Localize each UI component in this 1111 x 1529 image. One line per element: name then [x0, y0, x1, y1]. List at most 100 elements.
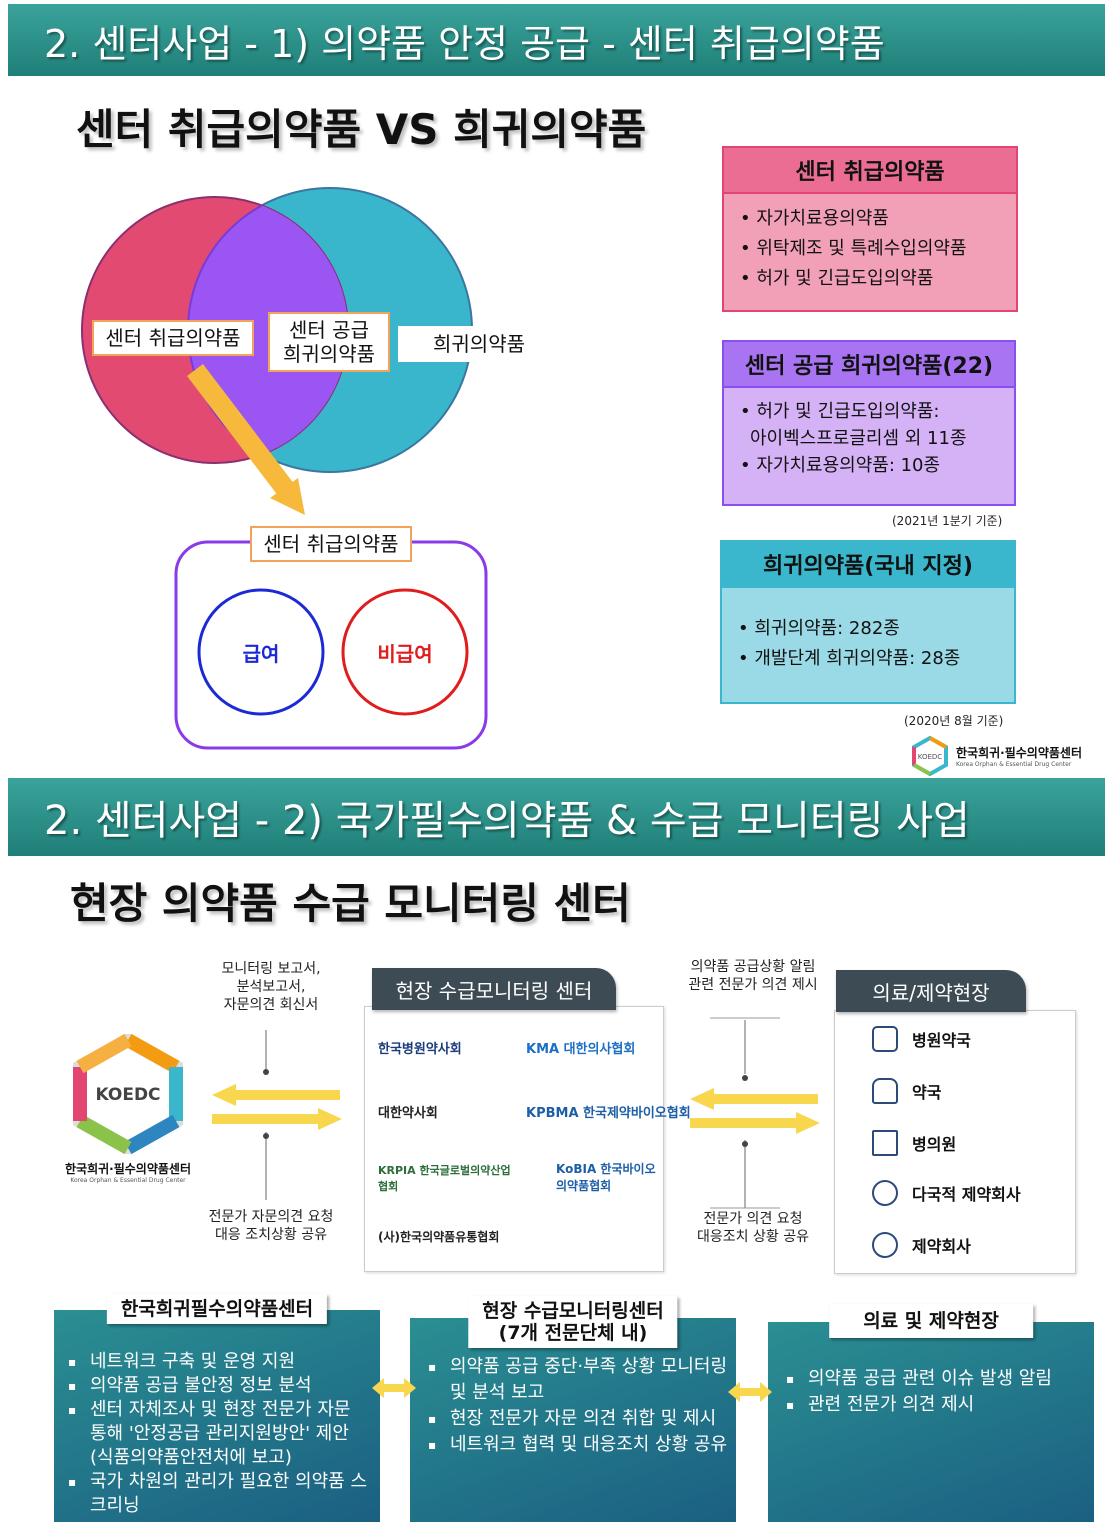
list-item: 센터 자체조사 및 현장 전문가 자문 통해 '안정공급 관리지원방안' 제안(… — [64, 1398, 372, 1470]
list-item: 관련 전문가 의견 제시 — [782, 1392, 1086, 1418]
box-supplied-rare-drugs-title: 센터 공급 희귀의약품(22) — [724, 342, 1014, 388]
panel-koedc-tag: 한국희귀필수의약품센터 — [106, 1294, 328, 1324]
koedc-name: 한국희귀·필수의약품센터 — [65, 1162, 191, 1176]
koedc-logo-small: KOEDC 한국희귀·필수의약품센터 Korea Orphan & Essent… — [910, 736, 1082, 776]
site-pharma-company: 제약회사 — [866, 1226, 971, 1264]
panel-monitoring-list: 의약품 공급 중단·부족 상황 모니터링 및 분석 보고 현장 전문가 자문 의… — [424, 1354, 728, 1458]
org-kpbma: KPBMA 한국제약바이오협회 — [526, 1106, 691, 1121]
panel-medical-site: 의료 및 제약현장 의약품 공급 관련 이슈 발생 알림 관련 전문가 의견 제… — [768, 1304, 1094, 1522]
box-rare-drugs-title: 희귀의약품(국내 지정) — [722, 542, 1014, 588]
text-line: 의약품 공급상황 알림 — [690, 959, 816, 975]
svg-text:KOEDC: KOEDC — [95, 1085, 160, 1105]
list-item: 희귀의약품: 282종 — [738, 614, 998, 644]
text-line: 자문의견 회신서 — [223, 997, 319, 1013]
section2-banner: 2. 센터사업 - 2) 국가필수의약품 & 수급 모니터링 사업 — [8, 778, 1105, 856]
text-line: 전문가 의견 요청 — [703, 1211, 803, 1227]
site-label: 병원약국 — [912, 1031, 971, 1050]
list-item: 허가 및 긴급도입의약품: 아이벡스프로글리셈 외 11종 — [740, 398, 998, 452]
list-item: 개발단계 희귀의약품: 28종 — [738, 644, 998, 674]
org-krpia: KRPIA 한국글로벌의약산업협회 — [378, 1164, 511, 1193]
hospital-pharmacy-icon — [872, 1026, 898, 1052]
venn-arrow-shaft — [187, 363, 298, 502]
arrow-right-icon — [318, 1108, 342, 1130]
site-label: 약국 — [912, 1083, 942, 1102]
list-item: 국가 차원의 관리가 필요한 의약품 스크리닝 — [64, 1470, 372, 1518]
panel-koedc-list: 네트워크 구축 및 운영 지원 의약품 공급 불안정 정보 분석 센터 자체조사… — [64, 1350, 372, 1518]
logo-name: 한국희귀·필수의약품센터 — [956, 746, 1082, 760]
box-rare-drugs: 희귀의약품(국내 지정) 희귀의약품: 282종 개발단계 희귀의약품: 28종 — [720, 540, 1016, 704]
list-item: 허가 및 긴급도입의약품 — [740, 264, 1000, 294]
tag-line: (7개 전문단체 내) — [498, 1322, 648, 1344]
text-line: 분석보고서, — [236, 979, 306, 995]
box-center-drugs-title: 센터 취급의약품 — [724, 148, 1016, 194]
site-box — [834, 1010, 1076, 1274]
text-line: 전문가 자문의견 요청 — [208, 1209, 334, 1225]
arrow-left-icon — [212, 1084, 236, 1106]
org-kobia: KoBIA 한국바이오의약품협회 — [556, 1162, 656, 1193]
site-label: 제약회사 — [912, 1237, 971, 1256]
venn-arrow-head — [270, 478, 305, 515]
site-multinational-pharma: 다국적 제약회사 — [872, 1180, 1021, 1206]
panel-medical-tag: 의료 및 제약현장 — [829, 1304, 1033, 1338]
site-hospital-pharmacy: 병원약국 — [872, 1026, 971, 1052]
tag-line: 현장 수급모니터링센터 — [482, 1300, 664, 1322]
medicine-bottle-icon — [872, 1078, 898, 1104]
site-tab: 의료/제약현장 — [836, 970, 1026, 1012]
venn-right-label: 희귀의약품 — [398, 326, 560, 362]
list-item: 의약품 공급 중단·부족 상황 모니터링 및 분석 보고 — [424, 1354, 728, 1406]
venn-center-label-line2: 희귀의약품 — [283, 342, 375, 366]
hospital-building-icon — [872, 1130, 898, 1156]
list-item: 위탁제조 및 특례수입의약품 — [740, 234, 1000, 264]
list-item: 의약품 공급 불안정 정보 분석 — [64, 1374, 372, 1398]
monitoring-center-tab: 현장 수급모니터링 센터 — [372, 968, 616, 1010]
panel-koedc: 한국희귀필수의약품센터 네트워크 구축 및 운영 지원 의약품 공급 불안정 정… — [54, 1294, 380, 1522]
koedc-logo-large: KOEDC 한국희귀·필수의약품센터 Korea Orphan & Essent… — [58, 1031, 198, 1184]
venn-diagram — [81, 187, 488, 750]
box-supplied-rare-drugs-list: 허가 및 긴급도입의약품: 아이벡스프로글리셈 외 11종 자가치료용의약품: 1… — [724, 388, 1014, 489]
list-item: 네트워크 협력 및 대응조치 상황 공유 — [424, 1432, 728, 1458]
section1-banner-text: 2. 센터사업 - 1) 의약품 안정 공급 - 센터 취급의약품 — [44, 21, 885, 66]
section1-title: 센터 취급의약품 VS 희귀의약품 — [76, 105, 647, 154]
flow-arrows — [212, 1017, 820, 1209]
box-center-drugs: 센터 취급의약품 자가치료용의약품 위탁제조 및 특례수입의약품 허가 및 긴급… — [722, 146, 1018, 312]
box-rare-note: (2020년 8월 기준) — [904, 714, 1004, 728]
left-top-text: 모니터링 보고서, 분석보고서, 자문의견 회신서 — [196, 960, 346, 1014]
site-label: 병의원 — [912, 1135, 957, 1154]
box-supplied-rare-drugs: 센터 공급 희귀의약품(22) 허가 및 긴급도입의약품: 아이벡스프로글리셈 외… — [722, 340, 1016, 506]
text-line: 대응조치 상황 공유 — [697, 1229, 809, 1245]
double-arrow-icon — [372, 1378, 416, 1398]
arrow-right-icon — [796, 1112, 820, 1134]
list-item-line1: 허가 및 긴급도입의약품: — [756, 401, 940, 422]
panel-monitoring-center: 현장 수급모니터링센터 (7개 전문단체 내) 의약품 공급 중단·부족 상황 … — [410, 1296, 736, 1522]
circle-red — [341, 588, 469, 716]
list-item: 현장 전문가 자문 의견 취합 및 제시 — [424, 1406, 728, 1432]
left-bottom-text: 전문가 자문의견 요청 대응 조치상황 공유 — [196, 1208, 346, 1244]
circle-red-label: 비급여 — [377, 642, 433, 666]
org-distribution-association: (사)한국의약품유통협회 — [378, 1230, 500, 1244]
venn-center-label: 센터 공급 희귀의약품 — [268, 312, 390, 372]
box-supplied-note: (2021년 1분기 기준) — [892, 514, 1003, 528]
site-label: 다국적 제약회사 — [912, 1185, 1021, 1204]
circle-blue — [197, 588, 325, 716]
org-hospital-pharmacists: 한국병원약사회 — [378, 1042, 462, 1057]
section2-banner-text: 2. 센터사업 - 2) 국가필수의약품 & 수급 모니터링 사업 — [44, 798, 970, 844]
koedc-hexagon-large-icon: KOEDC — [73, 1031, 183, 1157]
venn-left-label: 센터 취급의약품 — [92, 320, 254, 356]
box-center-drugs-list: 자가치료용의약품 위탁제조 및 특례수입의약품 허가 및 긴급도입의약품 — [724, 194, 1016, 304]
venn-center-label-line1: 센터 공급 — [289, 318, 369, 342]
section2-title: 현장 의약품 수급 모니터링 센터 — [70, 879, 631, 928]
right-top-text: 의약품 공급상황 알림 관련 전문가 의견 제시 — [678, 958, 828, 994]
site-clinic: 병의원 — [872, 1130, 956, 1156]
bottom-box-label: 센터 취급의약품 — [250, 526, 412, 562]
list-item-line2: 아이벡스프로글리셈 외 11종 — [750, 428, 967, 449]
text-line: 모니터링 보고서, — [221, 961, 321, 977]
list-item: 네트워크 구축 및 운영 지원 — [64, 1350, 372, 1374]
koedc-hexagon-icon: KOEDC — [912, 736, 948, 776]
list-item: 의약품 공급 관련 이슈 발생 알림 — [782, 1366, 1086, 1392]
monitoring-center-box — [364, 1006, 664, 1272]
text-line: 관련 전문가 의견 제시 — [688, 977, 818, 993]
org-pharmaceutical-association: 대한약사회 — [378, 1106, 438, 1121]
atom-icon — [872, 1180, 898, 1206]
section1-banner: 2. 센터사업 - 1) 의약품 안정 공급 - 센터 취급의약품 — [8, 4, 1105, 76]
org-kma: KMA 대한의사협회 — [526, 1042, 636, 1057]
